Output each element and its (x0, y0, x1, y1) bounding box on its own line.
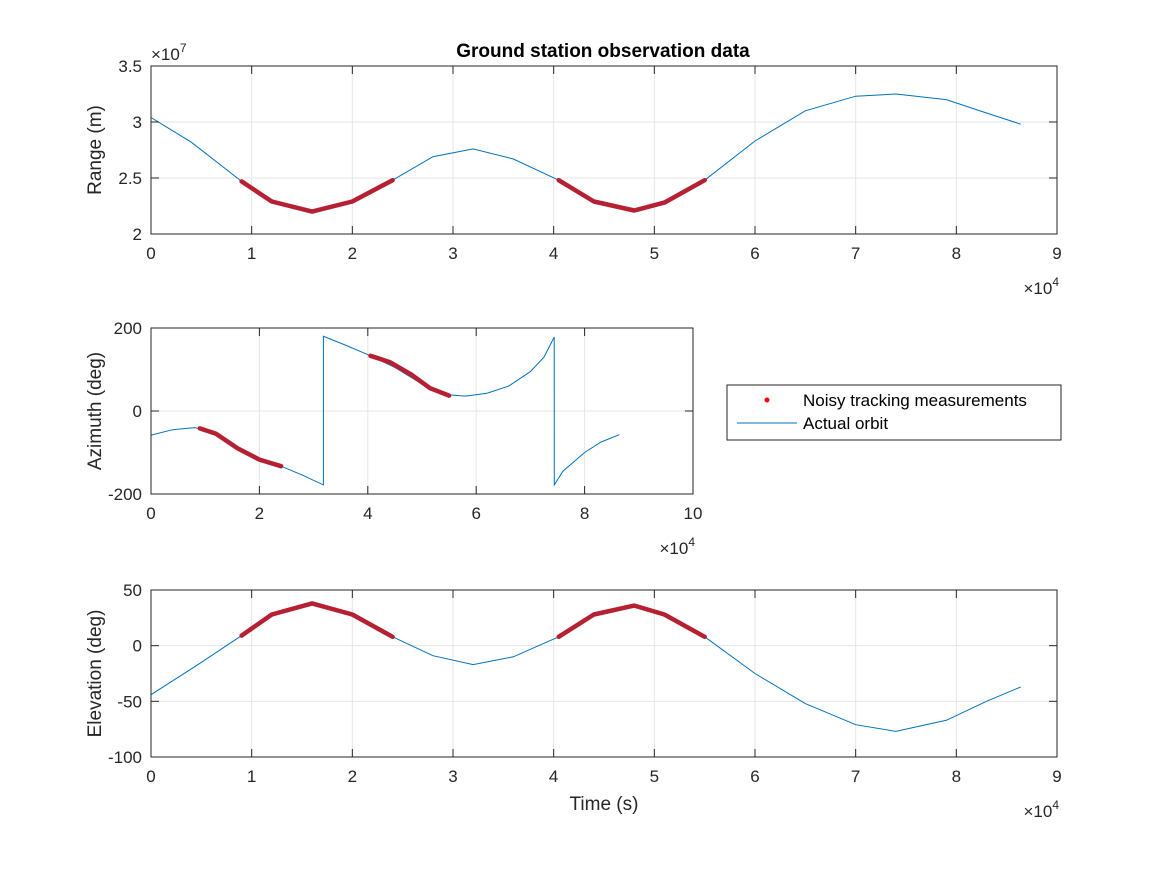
elevation-xtick-label: 8 (952, 767, 961, 786)
elevation-xtick-label: 2 (348, 767, 357, 786)
azimuth-ytick-label: -200 (108, 485, 142, 504)
elevation-measurements-2 (556, 603, 707, 640)
azimuth-xtick-label: 10 (684, 504, 703, 523)
range-xtick-label: 2 (348, 244, 357, 263)
elevation-xlabel: Time (s) (570, 794, 639, 815)
azimuth-xtick-label: 8 (580, 504, 589, 523)
elevation-plot-area (151, 590, 1057, 757)
range-x-multiplier: ×104 (1023, 275, 1059, 298)
range-axes: 0 1 2 3 4 5 6 7 8 9 2 2.5 3 3.5 Range (m) ×104 ×107 (85, 41, 1062, 298)
elevation-xtick-label: 6 (750, 767, 759, 786)
elevation-ytick-label: 50 (123, 581, 142, 600)
range-ylabel: Range (m) (85, 105, 106, 195)
range-plot-area (151, 66, 1057, 234)
elevation-xtick-label: 9 (1052, 767, 1061, 786)
range-xtick-label: 5 (650, 244, 659, 263)
elevation-axes-box (150, 589, 1058, 758)
elevation-ytick-label: -100 (108, 748, 142, 767)
azimuth-xtick-label: 4 (363, 504, 372, 523)
azimuth-measurements-1 (197, 426, 284, 469)
legend-marker-measurements (764, 397, 770, 403)
elevation-xtick-label: 7 (851, 767, 860, 786)
range-ytick-label: 2.5 (118, 169, 142, 188)
azimuth-xtick-label: 6 (471, 504, 480, 523)
legend-box (726, 384, 1062, 441)
range-xtick-label: 6 (750, 244, 759, 263)
azimuth-ytick-label: 0 (133, 402, 142, 421)
elevation-ylabel: Elevation (deg) (85, 610, 106, 738)
range-xtick-label: 0 (146, 244, 155, 263)
elevation-xtick-label: 5 (650, 767, 659, 786)
elevation-xtick-label: 4 (549, 767, 558, 786)
range-axes-box (150, 65, 1058, 235)
range-xtick-label: 9 (1052, 244, 1061, 263)
azimuth-measurements-2 (368, 353, 452, 398)
elevation-xtick-label: 1 (247, 767, 256, 786)
elevation-xtick-label: 0 (146, 767, 155, 786)
elevation-axes: 0 1 2 3 4 5 6 7 8 9 -100 -50 0 50 Elevation (deg) Time … (85, 581, 1062, 821)
range-y-multiplier: ×107 (151, 41, 187, 64)
elevation-ytick-label: -50 (117, 692, 142, 711)
range-measurements-1 (239, 177, 395, 214)
elevation-xtick-label: 3 (448, 767, 457, 786)
range-measurements-2 (556, 177, 707, 213)
azimuth-ylabel: Azimuth (deg) (85, 352, 106, 470)
chart-title: Ground station observation data (456, 41, 750, 62)
azimuth-xtick-label: 2 (255, 504, 264, 523)
range-ytick-label: 3 (133, 113, 142, 132)
azimuth-ytick-label: 200 (114, 319, 142, 338)
range-xtick-label: 8 (952, 244, 961, 263)
azimuth-x-multiplier: ×104 (659, 535, 695, 558)
azimuth-xtick-label: 0 (146, 504, 155, 523)
legend-label-orbit: Actual orbit (803, 414, 888, 433)
range-xtick-label: 3 (448, 244, 457, 263)
range-ytick-label: 3.5 (118, 57, 142, 76)
legend-label-measurements: Noisy tracking measurements (803, 391, 1027, 410)
range-xtick-label: 1 (247, 244, 256, 263)
elevation-x-multiplier: ×104 (1023, 798, 1059, 821)
range-xtick-label: 7 (851, 244, 860, 263)
range-ytick-label: 2 (133, 225, 142, 244)
legend: Noisy tracking measurements Actual orbit (726, 384, 1062, 441)
elevation-ytick-label: 0 (133, 637, 142, 656)
elevation-measurements-1 (239, 601, 395, 640)
range-xtick-label: 4 (549, 244, 558, 263)
